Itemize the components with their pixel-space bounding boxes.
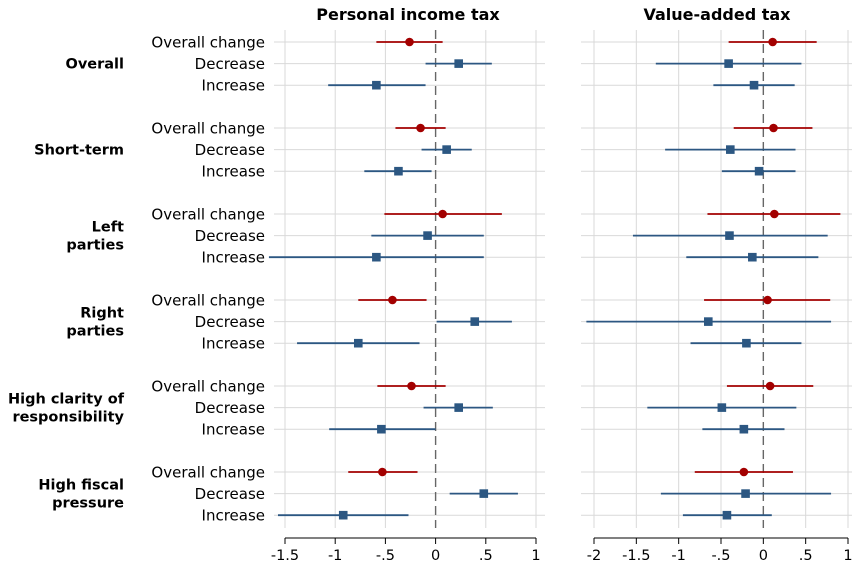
panel-title-vat: Value-added tax bbox=[643, 5, 791, 24]
point-estimate-square bbox=[470, 317, 480, 326]
point-estimate-square bbox=[454, 59, 463, 68]
point-estimate-circle bbox=[769, 123, 778, 133]
row-label: Increase bbox=[202, 77, 265, 95]
x-tick-label: 0 bbox=[759, 548, 768, 564]
point-estimate-square bbox=[748, 252, 757, 262]
point-estimate-circle bbox=[770, 209, 779, 219]
point-estimate-circle bbox=[416, 123, 425, 133]
point-estimate-square bbox=[377, 424, 386, 434]
row-label: Overall change bbox=[151, 120, 265, 138]
point-estimate-square bbox=[742, 338, 751, 348]
row-label: Decrease bbox=[195, 55, 265, 73]
group-label: responsibility bbox=[12, 410, 124, 426]
x-tick-label: -1.5 bbox=[622, 548, 650, 564]
point-estimate-circle bbox=[763, 295, 772, 305]
point-estimate-circle bbox=[407, 381, 416, 391]
group-label: parties bbox=[66, 324, 124, 340]
point-estimate-circle bbox=[405, 37, 414, 47]
x-tick-label: -.5 bbox=[711, 548, 730, 564]
group-label: High clarity of bbox=[8, 392, 125, 408]
point-estimate-square bbox=[394, 166, 403, 176]
point-estimate-circle bbox=[768, 37, 777, 47]
x-tick-label: .5 bbox=[799, 548, 813, 564]
point-estimate-square bbox=[372, 252, 381, 262]
row-label: Overall change bbox=[151, 378, 265, 396]
x-tick-label: 0 bbox=[431, 548, 440, 564]
group-label: parties bbox=[66, 238, 124, 254]
point-estimate-square bbox=[726, 145, 735, 154]
point-estimate-square bbox=[717, 403, 727, 412]
row-label: Increase bbox=[202, 249, 265, 267]
point-estimate-square bbox=[725, 231, 734, 240]
x-tick-label: 1 bbox=[843, 548, 852, 564]
point-estimate-square bbox=[479, 489, 489, 498]
point-estimate-square bbox=[442, 145, 451, 154]
row-label: Overall change bbox=[151, 206, 265, 224]
point-estimate-square bbox=[739, 424, 749, 434]
group-label: High fiscal bbox=[38, 478, 124, 494]
row-label: Overall change bbox=[151, 292, 265, 310]
point-estimate-square bbox=[724, 59, 733, 68]
point-estimate-circle bbox=[765, 381, 775, 391]
x-tick-label: .5 bbox=[479, 548, 493, 564]
row-label: Decrease bbox=[195, 141, 265, 159]
x-tick-label: -2 bbox=[587, 548, 601, 564]
x-tick-label: 1 bbox=[531, 548, 540, 564]
group-label: pressure bbox=[52, 496, 124, 512]
group-label: Short-term bbox=[34, 143, 124, 159]
point-estimate-circle bbox=[739, 467, 749, 477]
panel-title-income-tax: Personal income tax bbox=[316, 5, 500, 24]
row-label: Decrease bbox=[195, 399, 265, 417]
point-estimate-circle bbox=[378, 467, 387, 477]
point-estimate-square bbox=[338, 510, 348, 520]
axis-layer: -1.5 -1 -.5 0 .5 1 -2 -1.5 -1 -.5 0 .5 1 bbox=[271, 537, 853, 564]
grid-layer bbox=[274, 30, 852, 528]
row-label: Decrease bbox=[195, 485, 265, 503]
point-estimate-square bbox=[372, 80, 381, 90]
x-tick-label: -1 bbox=[671, 548, 685, 564]
point-estimate-circle bbox=[438, 209, 447, 219]
row-label: Overall change bbox=[151, 464, 265, 482]
row-label: Increase bbox=[202, 421, 265, 439]
point-estimate-square bbox=[454, 403, 463, 412]
x-tick-label: -1.5 bbox=[271, 548, 299, 564]
x-tick-label: -1 bbox=[328, 548, 342, 564]
point-estimate-square bbox=[704, 317, 713, 326]
row-label: Increase bbox=[202, 335, 265, 353]
row-label: Decrease bbox=[195, 227, 265, 245]
point-estimate-square bbox=[741, 489, 750, 498]
group-label: Overall bbox=[66, 57, 125, 73]
point-estimate-square bbox=[423, 231, 432, 240]
point-estimate-square bbox=[749, 80, 759, 90]
label-layer: Overall change Decrease Increase Overall Ove… bbox=[8, 34, 265, 525]
point-estimate-circle bbox=[388, 295, 397, 305]
row-label: Overall change bbox=[151, 34, 265, 52]
group-label: Right bbox=[80, 306, 124, 322]
row-label: Increase bbox=[202, 507, 265, 525]
row-label: Decrease bbox=[195, 313, 265, 331]
point-estimate-square bbox=[353, 338, 363, 348]
row-label: Increase bbox=[202, 163, 265, 181]
point-estimate-square bbox=[722, 510, 732, 520]
marks-layer bbox=[268, 37, 841, 520]
point-estimate-square bbox=[754, 166, 764, 176]
group-label: Left bbox=[92, 220, 124, 236]
x-tick-label: -.5 bbox=[376, 548, 395, 564]
